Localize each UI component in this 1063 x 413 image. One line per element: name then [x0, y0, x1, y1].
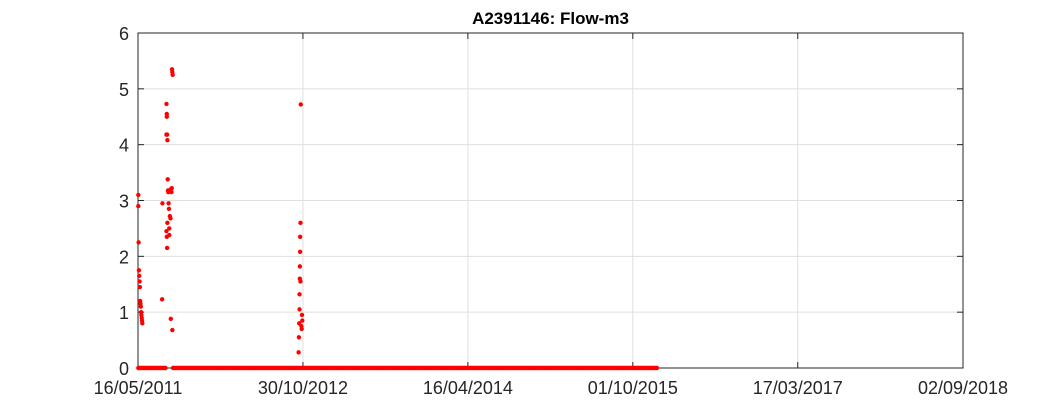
data-point — [167, 232, 172, 238]
data-point — [140, 321, 145, 326]
data-point — [164, 101, 169, 107]
data-point — [164, 114, 169, 119]
data-point — [300, 318, 305, 323]
data-point — [299, 326, 304, 332]
data-point — [164, 132, 170, 137]
y-tick-label: 4 — [119, 136, 129, 156]
grid — [138, 33, 963, 368]
x-tick-label: 16/05/2011 — [94, 378, 183, 398]
data-point — [296, 335, 302, 340]
data-point — [164, 245, 170, 251]
y-tick-label: 2 — [119, 247, 129, 267]
x-tick-label: 01/10/2015 — [588, 378, 678, 398]
data-point — [165, 177, 170, 182]
data-point — [136, 192, 141, 198]
data-point — [169, 186, 174, 191]
data-point — [297, 264, 303, 269]
data-point — [654, 365, 660, 371]
data-point — [163, 365, 168, 371]
data-point — [297, 234, 303, 239]
y-tick-label: 6 — [119, 24, 129, 44]
data-point — [298, 102, 303, 107]
data-point — [165, 138, 170, 143]
data-point — [137, 279, 142, 284]
data-point — [166, 206, 172, 212]
data-point — [167, 226, 172, 231]
x-tick-label: 16/04/2014 — [423, 378, 513, 398]
data-point — [137, 284, 143, 290]
data-point — [168, 216, 173, 221]
data-point — [298, 279, 303, 284]
data-point — [164, 229, 169, 234]
data-point — [136, 268, 142, 273]
axes-ticks: 16/05/2011 30/10/2012 16/04/2014 01/10/2015… — [94, 24, 1008, 398]
data-point — [160, 201, 165, 206]
x-tick-label: 30/10/2012 — [258, 378, 348, 398]
data-point — [297, 249, 303, 255]
data-point — [299, 312, 305, 318]
data-point — [169, 189, 174, 195]
data-point — [137, 273, 142, 279]
x-tick-label: 17/03/2017 — [753, 378, 843, 398]
data-points — [136, 67, 660, 371]
data-point — [165, 220, 170, 226]
chart-title: A2391146: Flow-m3 — [472, 9, 629, 28]
data-point — [298, 220, 303, 226]
y-tick-label: 1 — [119, 303, 129, 323]
data-point — [166, 201, 171, 206]
data-point — [136, 203, 141, 209]
x-tick-label: 02/09/2018 — [918, 378, 1008, 398]
data-point — [168, 316, 174, 322]
data-point — [170, 327, 175, 333]
data-point — [138, 304, 143, 309]
data-point — [159, 297, 165, 302]
data-point — [297, 292, 302, 297]
y-tick-label: 0 — [119, 359, 129, 379]
y-tick-label: 5 — [119, 80, 129, 100]
data-point — [136, 240, 141, 245]
y-tick-label: 3 — [119, 192, 129, 212]
data-point — [296, 350, 301, 355]
data-point — [297, 307, 302, 312]
data-point — [170, 72, 175, 78]
